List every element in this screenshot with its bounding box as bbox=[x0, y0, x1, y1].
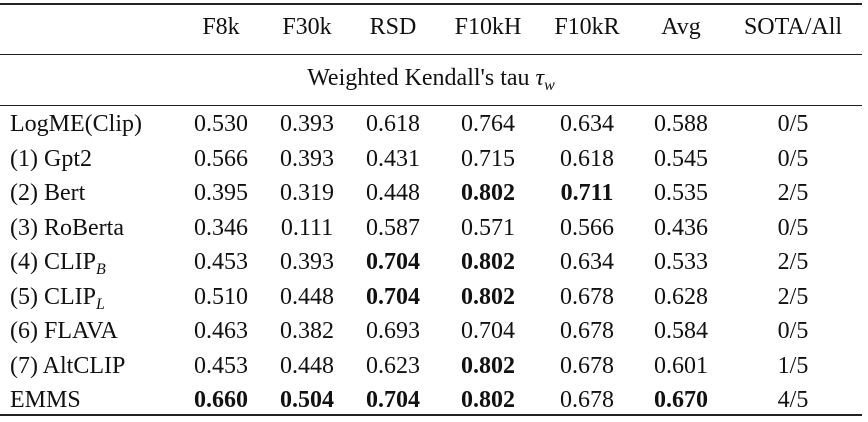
value-cell: 0.704 bbox=[461, 318, 515, 344]
row-method-name: (3) RoBerta bbox=[10, 213, 124, 243]
value-cell: 0.545 bbox=[654, 146, 708, 172]
value-cell: 0.530 bbox=[194, 111, 248, 137]
sota-cell: 1/5 bbox=[777, 353, 809, 379]
top-rule bbox=[0, 3, 862, 5]
value-cell: 0.678 bbox=[560, 353, 614, 379]
value-cell: 0.634 bbox=[560, 111, 614, 137]
value-cell: 0.601 bbox=[654, 353, 708, 379]
caption-subscript: w bbox=[544, 77, 555, 94]
bottom-rule bbox=[0, 414, 862, 416]
sota-cell: 2/5 bbox=[777, 249, 809, 275]
sota-cell: 2/5 bbox=[777, 284, 809, 310]
sota-cell: 0/5 bbox=[777, 146, 809, 172]
row-method-name: (6) FLAVA bbox=[10, 316, 118, 346]
value-cell: 0.571 bbox=[461, 215, 515, 241]
method-label: (7) AltCLIP bbox=[10, 353, 126, 379]
value-cell: 0.504 bbox=[280, 387, 334, 413]
header-f8k: F8k bbox=[202, 14, 240, 40]
value-cell: 0.802 bbox=[461, 387, 515, 413]
method-label: (2) Bert bbox=[10, 180, 86, 206]
value-cell: 0.111 bbox=[280, 215, 334, 241]
value-cell: 0.346 bbox=[194, 215, 248, 241]
value-cell: 0.764 bbox=[461, 111, 515, 137]
method-label: (1) Gpt2 bbox=[10, 146, 92, 172]
sota-cell: 0/5 bbox=[777, 215, 809, 241]
value-cell: 0.448 bbox=[366, 180, 420, 206]
value-cell: 0.678 bbox=[560, 284, 614, 310]
method-label: (6) FLAVA bbox=[10, 318, 118, 344]
value-cell: 0.453 bbox=[194, 249, 248, 275]
row-method-name: (5) CLIPL bbox=[10, 282, 105, 313]
row-method-name: (1) Gpt2 bbox=[10, 144, 92, 174]
value-cell: 0.382 bbox=[280, 318, 334, 344]
header-sota-all: SOTA/All bbox=[743, 14, 843, 40]
value-cell: 0.566 bbox=[194, 146, 248, 172]
value-cell: 0.618 bbox=[366, 111, 420, 137]
header-f30k: F30k bbox=[282, 14, 332, 40]
value-cell: 0.704 bbox=[366, 249, 420, 275]
value-cell: 0.618 bbox=[560, 146, 614, 172]
value-cell: 0.711 bbox=[560, 180, 614, 206]
caption-symbol: τ bbox=[535, 65, 545, 91]
value-cell: 0.678 bbox=[560, 318, 614, 344]
method-subscript: B bbox=[96, 261, 106, 278]
value-cell: 0.660 bbox=[194, 387, 248, 413]
value-cell: 0.670 bbox=[654, 387, 708, 413]
value-cell: 0.510 bbox=[194, 284, 248, 310]
method-label: LogME(Clip) bbox=[10, 111, 142, 137]
value-cell: 0.393 bbox=[280, 249, 334, 275]
section-caption: Weighted Kendall's tau τw bbox=[307, 63, 555, 94]
value-cell: 0.319 bbox=[280, 180, 334, 206]
value-cell: 0.678 bbox=[560, 387, 614, 413]
section-rule bbox=[0, 105, 862, 107]
sota-cell: 0/5 bbox=[777, 111, 809, 137]
header-rsd: RSD bbox=[369, 14, 417, 40]
value-cell: 0.715 bbox=[461, 146, 515, 172]
value-cell: 0.533 bbox=[654, 249, 708, 275]
value-cell: 0.584 bbox=[654, 318, 708, 344]
value-cell: 0.587 bbox=[366, 215, 420, 241]
value-cell: 0.802 bbox=[461, 180, 515, 206]
value-cell: 0.453 bbox=[194, 353, 248, 379]
value-cell: 0.463 bbox=[194, 318, 248, 344]
row-method-name: LogME(Clip) bbox=[10, 109, 142, 139]
value-cell: 0.802 bbox=[461, 353, 515, 379]
header-rule bbox=[0, 54, 862, 56]
value-cell: 0.634 bbox=[560, 249, 614, 275]
value-cell: 0.436 bbox=[654, 215, 708, 241]
method-subscript: L bbox=[96, 296, 105, 313]
value-cell: 0.628 bbox=[654, 284, 708, 310]
header-f10kr: F10kR bbox=[554, 14, 620, 40]
value-cell: 0.431 bbox=[366, 146, 420, 172]
value-cell: 0.535 bbox=[654, 180, 708, 206]
value-cell: 0.393 bbox=[280, 111, 334, 137]
row-method-name: (4) CLIPB bbox=[10, 247, 106, 278]
value-cell: 0.395 bbox=[194, 180, 248, 206]
value-cell: 0.588 bbox=[654, 111, 708, 137]
value-cell: 0.693 bbox=[366, 318, 420, 344]
method-label: (5) CLIP bbox=[10, 284, 96, 310]
caption-text: Weighted Kendall's tau bbox=[307, 65, 536, 91]
row-method-name: (7) AltCLIP bbox=[10, 351, 125, 381]
value-cell: 0.704 bbox=[366, 387, 420, 413]
value-cell: 0.566 bbox=[560, 215, 614, 241]
value-cell: 0.704 bbox=[366, 284, 420, 310]
row-method-name: EMMS bbox=[10, 385, 81, 415]
sota-cell: 0/5 bbox=[777, 318, 809, 344]
method-label: (4) CLIP bbox=[10, 249, 96, 275]
value-cell: 0.623 bbox=[366, 353, 420, 379]
value-cell: 0.448 bbox=[280, 284, 334, 310]
value-cell: 0.393 bbox=[280, 146, 334, 172]
sota-cell: 2/5 bbox=[777, 180, 809, 206]
method-label: EMMS bbox=[10, 387, 81, 413]
header-f10kh: F10kH bbox=[454, 14, 522, 40]
value-cell: 0.802 bbox=[461, 284, 515, 310]
sota-cell: 4/5 bbox=[777, 387, 809, 413]
row-method-name: (2) Bert bbox=[10, 178, 85, 208]
header-avg: Avg bbox=[661, 14, 701, 40]
value-cell: 0.448 bbox=[280, 353, 334, 379]
value-cell: 0.802 bbox=[461, 249, 515, 275]
method-label: (3) RoBerta bbox=[10, 215, 124, 241]
